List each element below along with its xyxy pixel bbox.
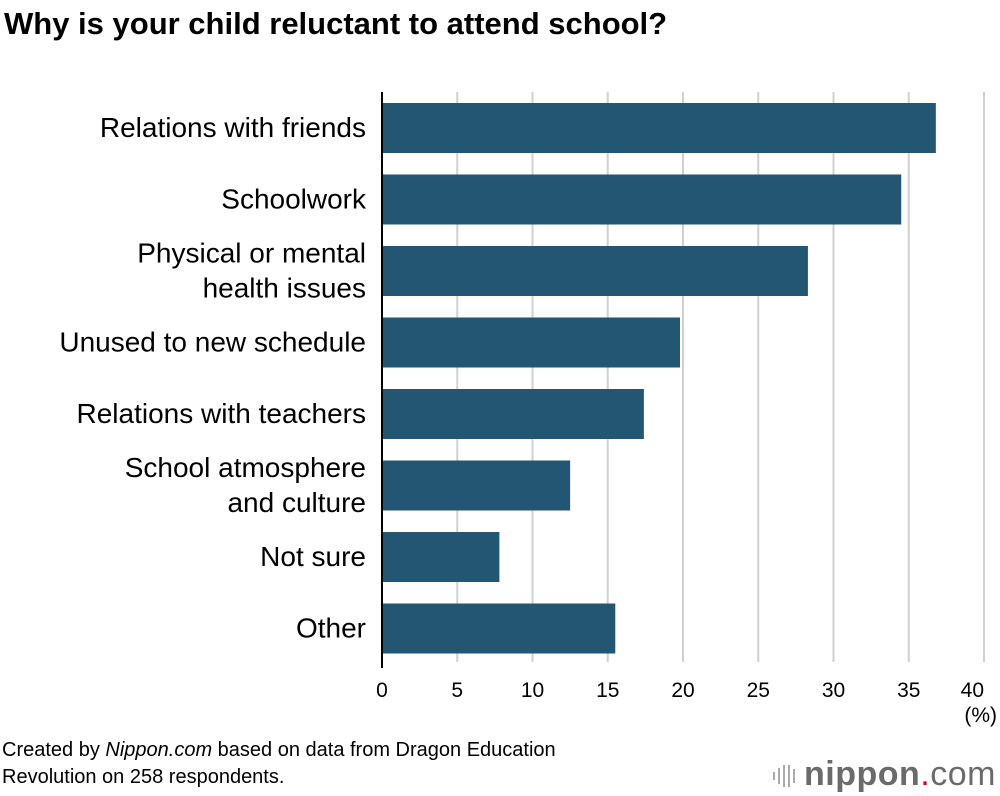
category-label: and culture <box>227 487 366 518</box>
x-unit-label: (%) <box>964 704 997 727</box>
logo-dot: . <box>920 755 931 793</box>
bar <box>382 532 500 582</box>
source-brand: Nippon.com <box>105 739 213 761</box>
x-tick-label: 25 <box>747 679 770 702</box>
bar <box>382 603 616 654</box>
bar <box>382 389 644 439</box>
category-label: Other <box>296 613 366 644</box>
source-note: Created by Nippon.com based on data from… <box>2 737 556 791</box>
bar <box>382 317 680 368</box>
bar-chart: 0 5 10 15 20 25 30 35 40(%) Relations with friend… <box>59 92 997 727</box>
bar <box>382 103 936 153</box>
source-suffix: based on data from Dragon Education <box>212 739 556 761</box>
source-prefix: Created by <box>2 739 106 761</box>
category-label: Schoolwork <box>221 184 367 215</box>
category-label: Physical or mental <box>137 238 366 269</box>
category-label: health issues <box>203 273 366 304</box>
x-tick-label: 0 <box>376 679 388 702</box>
category-label: Relations with teachers <box>77 398 366 429</box>
category-label: Not sure <box>260 541 366 572</box>
category-label: Unused to new schedule <box>59 327 366 358</box>
x-tick-label: 20 <box>671 679 694 702</box>
bar <box>382 460 571 511</box>
bar <box>382 246 808 296</box>
x-tick-label: 5 <box>451 679 463 702</box>
category-label: Relations with friends <box>100 112 366 143</box>
logo-wave-icon <box>773 765 795 788</box>
source-line2: Revolution on 258 respondents. <box>2 766 285 788</box>
nippon-logo: nippon.com <box>772 755 996 794</box>
logo-bold: nippon <box>804 755 921 793</box>
x-tick-label: 10 <box>521 679 544 702</box>
x-tick-label: 30 <box>822 679 845 702</box>
category-label: School atmosphere <box>125 452 366 483</box>
logo-rest: com <box>930 755 996 793</box>
x-tick-label: 35 <box>897 679 920 702</box>
chart-title: Why is your child reluctant to attend sc… <box>4 6 668 41</box>
x-tick-label: 15 <box>596 679 619 702</box>
bar <box>382 174 902 225</box>
x-tick-label: 40 <box>961 679 984 702</box>
